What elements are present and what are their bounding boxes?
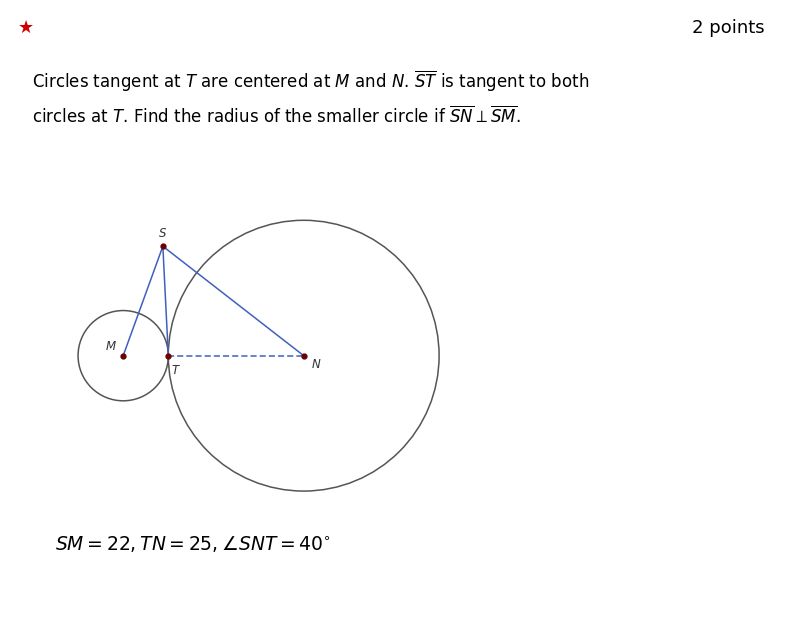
Text: $N$: $N$ <box>311 358 321 371</box>
Text: Circles tangent at $T$ are centered at $M$ and $N$. $\overline{ST}$ is tangent t: Circles tangent at $T$ are centered at $… <box>32 69 589 94</box>
Text: circles at $T$. Find the radius of the smaller circle if $\overline{SN} \perp \o: circles at $T$. Find the radius of the s… <box>32 106 521 127</box>
Text: 2 points: 2 points <box>693 19 765 37</box>
Text: $M$: $M$ <box>104 340 116 353</box>
Text: ★: ★ <box>18 19 34 37</box>
Text: $T$: $T$ <box>171 364 181 377</box>
Text: $SM = 22, TN = 25, \angle SNT = 40^{\circ}$: $SM = 22, TN = 25, \angle SNT = 40^{\cir… <box>55 534 331 554</box>
Text: $S$: $S$ <box>159 227 167 240</box>
